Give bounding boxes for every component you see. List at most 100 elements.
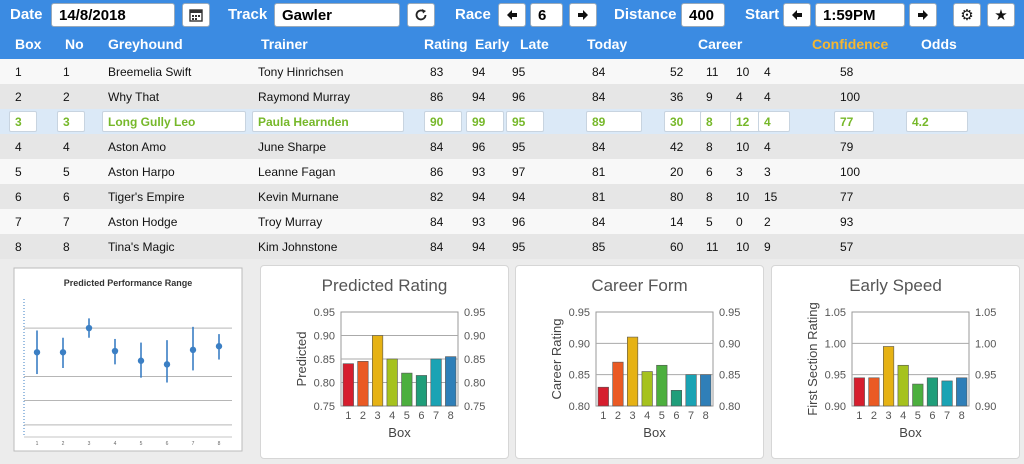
table-row[interactable]: 5 5 Aston Harpo Leanne Fagan 86 93 97 81 20 6 3 3 10… [0,159,1024,184]
col-early[interactable]: Early [475,36,510,52]
settings-button[interactable]: ⚙ [953,3,981,27]
calendar-icon [189,9,203,22]
cell-box: 7 [15,215,22,229]
cell-c3: 0 [736,215,743,229]
y-tick-label: 0.80 [314,378,335,390]
x-tick-label: 8 [448,410,454,422]
bar-box-2 [612,361,624,407]
x-axis-title: Box [899,425,922,440]
arrow-left-icon [507,10,517,20]
cell-rating: 86 [430,165,444,179]
bar-box-4 [386,358,398,407]
cell-today: 85 [592,240,606,254]
cell-c2: 9 [706,90,713,104]
cell-c3: 12 [730,111,762,132]
cell-no: 7 [63,215,70,229]
cell-odds: 4.2 [906,111,968,132]
bar-box-8 [700,374,712,407]
col-odds[interactable]: Odds [921,36,957,52]
col-today[interactable]: Today [587,36,628,52]
col-box[interactable]: Box [15,36,42,52]
cell-greyhound: Aston Harpo [108,165,175,179]
cell-confidence: 57 [840,240,854,254]
distance-field[interactable]: 400 [681,3,725,27]
favorite-button[interactable]: ★ [987,3,1015,27]
col-rating[interactable]: Rating [424,36,468,52]
table-row[interactable]: 2 2 Why That Raymond Murray 86 94 96 84 36 9 4 4 100 [0,84,1024,109]
calendar-button[interactable] [182,3,210,27]
arrow-right-icon [578,10,588,20]
x-tick-label: 2 [871,410,877,422]
range-chart-title: Predicted Performance Range [64,278,193,288]
x-tick-label: 5 [915,410,921,422]
cell-early: 99 [466,111,504,132]
cell-early: 94 [472,90,486,104]
range-x-tick-label: 5 [140,441,143,447]
y2-tick-label: 0.90 [464,331,485,343]
col-greyhound[interactable]: Greyhound [108,36,183,52]
cell-trainer: Kevin Murnane [258,190,339,204]
y-tick-label: 1.00 [825,338,846,350]
bar-box-2 [357,361,369,407]
y2-tick-label: 0.95 [464,307,485,319]
cell-confidence: 93 [840,215,854,229]
cell-trainer: June Sharpe [258,140,327,154]
bar-box-1 [342,363,354,407]
date-field[interactable]: 14/8/2018 [51,3,175,27]
cell-box: 2 [15,90,22,104]
range-x-tick-label: 2 [62,441,65,447]
x-axis-title: Box [643,425,666,440]
cell-greyhound: Long Gully Leo [102,111,246,132]
x-tick-label: 2 [360,410,366,422]
cell-c2: 8 [700,111,732,132]
cell-c3: 3 [736,165,743,179]
refresh-button[interactable] [407,3,435,27]
cell-confidence: 79 [840,140,854,154]
range-point [189,346,197,354]
bar-box-7 [685,374,697,407]
range-x-tick-label: 8 [218,441,221,447]
x-tick-label: 6 [418,410,424,422]
race-prev-button[interactable] [498,3,526,27]
x-tick-label: 2 [615,410,621,422]
cell-late: 95 [512,240,526,254]
start-prev-button[interactable] [783,3,811,27]
performance-range-chart: Predicted Performance Range 1 2 3 4 5 6 7 8 [13,267,243,452]
cell-box: 5 [15,165,22,179]
col-late[interactable]: Late [520,36,549,52]
y-axis-title: Career Rating [549,319,564,400]
cell-early: 94 [472,190,486,204]
table-row[interactable]: 7 7 Aston Hodge Troy Murray 84 93 96 84 14 5 0 2 93 [0,209,1024,234]
early-speed-panel: Early Speed 1.05 1.05 1.00 1.00 0.95 0.95 0.90… [771,265,1020,459]
y-tick-label: 0.95 [825,370,846,382]
cell-late: 96 [512,215,526,229]
x-tick-label: 7 [433,410,439,422]
table-row[interactable]: 8 8 Tina's Magic Kim Johnstone 84 94 95 85 60 11 1… [0,234,1024,259]
track-field[interactable]: Gawler [274,3,400,27]
start-time-field[interactable]: 1:59PM [815,3,905,27]
table-row[interactable]: 6 6 Tiger's Empire Kevin Murnane 82 94 94 81 80 8… [0,184,1024,209]
table-row[interactable]: 4 4 Aston Amo June Sharpe 84 96 95 84 42 8 10 4 79 [0,134,1024,159]
race-next-button[interactable] [569,3,597,27]
race-number-field[interactable]: 6 [530,3,563,27]
col-trainer[interactable]: Trainer [261,36,308,52]
y-tick-label: 1.05 [825,307,846,319]
table-row[interactable]: 1 1 Breemelia Swift Tony Hinrichsen 83 94 95 84… [0,59,1024,84]
x-tick-label: 7 [944,410,950,422]
y2-tick-label: 0.90 [719,338,740,350]
cell-trainer: Leanne Fagan [258,165,336,179]
col-career[interactable]: Career [698,36,743,52]
cell-greyhound: Tina's Magic [108,240,175,254]
cell-today: 84 [592,65,606,79]
cell-today: 84 [592,90,606,104]
col-no[interactable]: No [65,36,84,52]
table-row[interactable]: 3 3 Long Gully Leo Paula Hearnden 90 99 95 89 30… [0,109,1024,134]
runners-table: 1 1 Breemelia Swift Tony Hinrichsen 83 94 95 84… [0,59,1024,262]
cell-c1: 60 [670,240,684,254]
y2-tick-label: 1.05 [975,307,996,319]
range-point [33,349,41,356]
col-confidence[interactable]: Confidence [812,36,889,52]
y2-tick-label: 0.80 [719,401,740,413]
start-next-button[interactable] [909,3,937,27]
y-tick-label: 0.85 [569,370,590,382]
